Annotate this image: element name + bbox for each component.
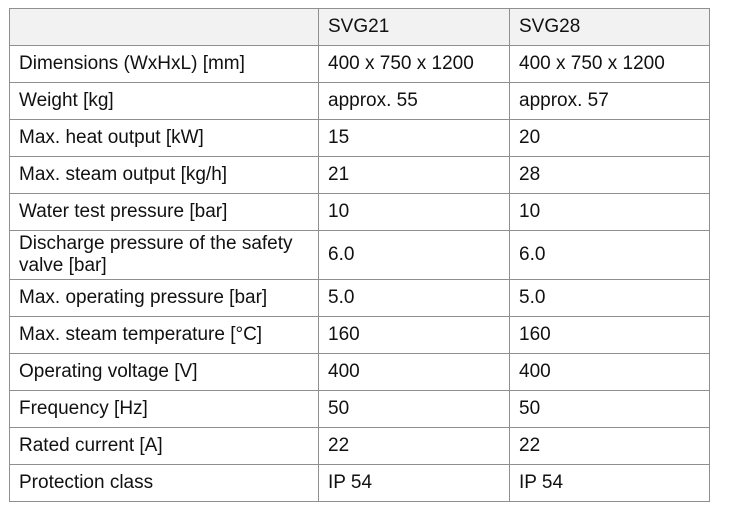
table-row: Frequency [Hz] 50 50 [9,390,710,428]
svg21-value-cell: 5.0 [318,279,510,317]
table-row: Dimensions (WxHxL) [mm] 400 x 750 x 1200… [9,45,710,83]
param-cell: Rated current [A] [9,427,319,465]
table-row: Weight [kg] approx. 55 approx. 57 [9,82,710,120]
svg21-value-cell: 400 x 750 x 1200 [318,45,510,83]
param-cell: Water test pressure [bar] [9,193,319,231]
param-cell: Max. heat output [kW] [9,119,319,157]
svg28-value-cell: 22 [509,427,710,465]
svg28-value-cell: 400 x 750 x 1200 [509,45,710,83]
table-header-row: SVG21 SVG28 [9,8,710,46]
header-cell-svg21: SVG21 [318,8,510,46]
table-row: Max. steam temperature [°C] 160 160 [9,316,710,354]
svg21-value-cell: 21 [318,156,510,194]
param-cell: Operating voltage [V] [9,353,319,391]
svg28-value-cell: 400 [509,353,710,391]
svg21-value-cell: 400 [318,353,510,391]
table-row: Rated current [A] 22 22 [9,427,710,465]
svg21-value-cell: approx. 55 [318,82,510,120]
svg28-value-cell: 50 [509,390,710,428]
svg28-value-cell: 28 [509,156,710,194]
table-row: Max. steam output [kg/h] 21 28 [9,156,710,194]
param-cell: Frequency [Hz] [9,390,319,428]
param-cell: Weight [kg] [9,82,319,120]
spec-table: SVG21 SVG28 Dimensions (WxHxL) [mm] 400 … [9,8,710,502]
svg21-value-cell: 10 [318,193,510,231]
header-cell-empty [9,8,319,46]
table-row: Max. operating pressure [bar] 5.0 5.0 [9,279,710,317]
svg28-value-cell: IP 54 [509,464,710,502]
svg28-value-cell: 20 [509,119,710,157]
svg28-value-cell: 160 [509,316,710,354]
svg21-value-cell: IP 54 [318,464,510,502]
svg21-value-cell: 15 [318,119,510,157]
svg21-value-cell: 160 [318,316,510,354]
svg28-value-cell: 6.0 [509,230,710,280]
svg28-value-cell: 10 [509,193,710,231]
table-row: Operating voltage [V] 400 400 [9,353,710,391]
header-cell-svg28: SVG28 [509,8,710,46]
table-row: Protection class IP 54 IP 54 [9,464,710,502]
param-cell: Max. operating pressure [bar] [9,279,319,317]
table-row: Max. heat output [kW] 15 20 [9,119,710,157]
table-row: Water test pressure [bar] 10 10 [9,193,710,231]
param-cell: Max. steam output [kg/h] [9,156,319,194]
svg28-value-cell: approx. 57 [509,82,710,120]
param-cell: Protection class [9,464,319,502]
svg21-value-cell: 6.0 [318,230,510,280]
svg28-value-cell: 5.0 [509,279,710,317]
svg21-value-cell: 22 [318,427,510,465]
table-row: Discharge pressure of the safety valve [… [9,230,710,280]
param-cell: Dimensions (WxHxL) [mm] [9,45,319,83]
svg21-value-cell: 50 [318,390,510,428]
param-cell: Max. steam temperature [°C] [9,316,319,354]
param-cell: Discharge pressure of the safety valve [… [9,230,319,280]
